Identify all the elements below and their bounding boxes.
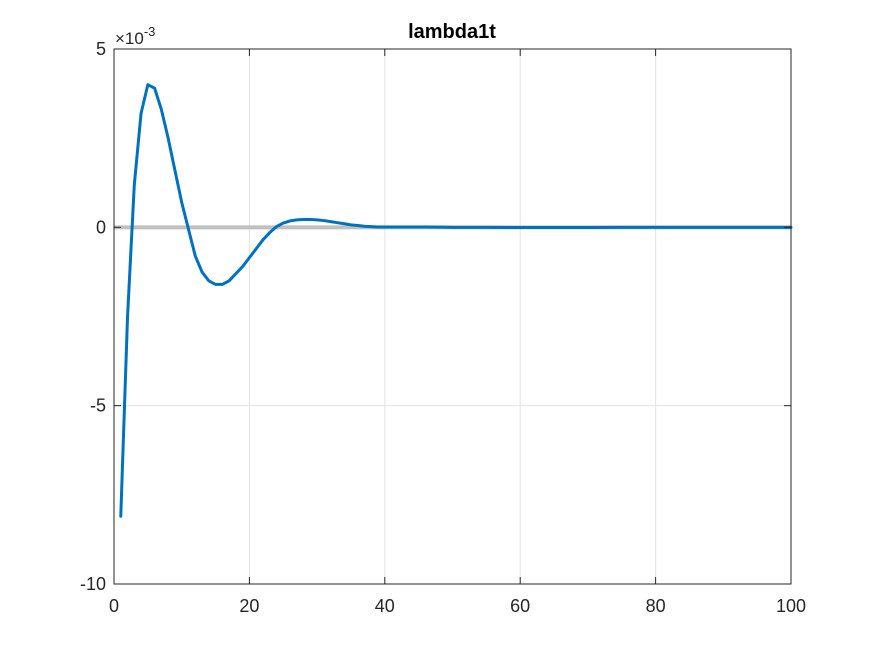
x-tick-label: 100 [776,596,806,616]
y-exponent-label: ×10-3 [115,24,155,48]
x-tick-label: 0 [109,596,119,616]
series-line [119,83,793,518]
ticks [113,48,792,585]
x-tick-label: 60 [510,596,530,616]
x-tick-label: 20 [239,596,259,616]
y-tick-label: -5 [90,396,106,416]
y-tick-label: 0 [96,217,106,237]
chart-title: lambda1t [408,21,496,43]
tick-labels: 0 20 40 60 80 100 -10 -5 0 5 [80,39,806,616]
x-tick-label: 80 [646,596,666,616]
y-tick-label: -10 [80,574,106,594]
y-exponent-power: -3 [144,24,156,39]
series-group [119,83,793,518]
plot-area [114,49,791,584]
x-tick-label: 40 [375,596,395,616]
y-tick-label: 5 [96,39,106,59]
axes-box [113,48,792,585]
y-exponent-base: ×10 [115,29,144,48]
